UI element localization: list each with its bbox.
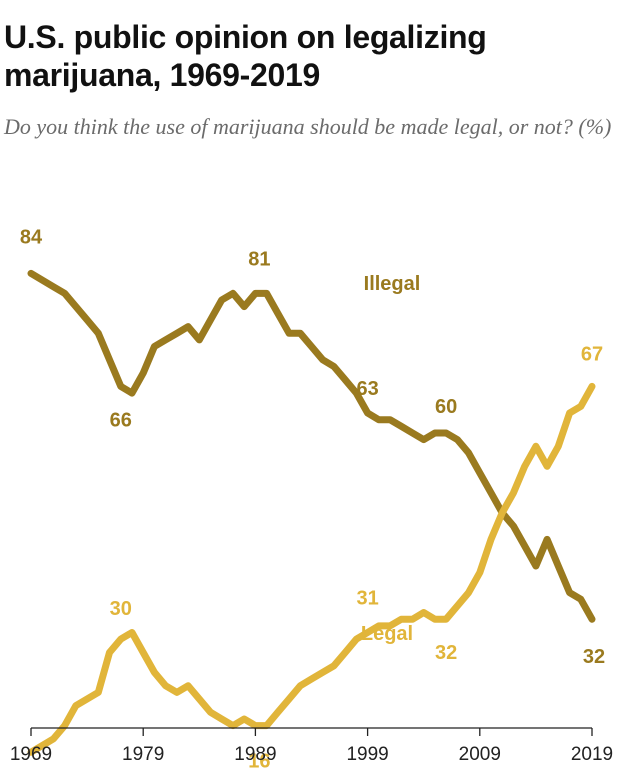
data-label-illegal-2006: 60 xyxy=(435,396,457,418)
data-label-illegal-2019: 32 xyxy=(583,646,605,668)
series-layer xyxy=(27,269,596,756)
x-tick-label-2009: 2009 xyxy=(459,744,501,765)
data-label-legal-2019: 67 xyxy=(581,343,603,365)
series-line-illegal xyxy=(27,269,596,623)
x-tick-label-2019: 2019 xyxy=(571,744,613,765)
data-label-layer: 846681636032123016313267 xyxy=(20,226,605,773)
series-label-illegal: Illegal xyxy=(364,273,421,295)
x-axis: 1969 1979 1989 1999 2009 2019 xyxy=(10,727,613,765)
data-label-illegal-1977: 66 xyxy=(110,409,132,431)
data-label-legal-1989: 16 xyxy=(248,751,270,773)
x-tick-label-1969: 1969 xyxy=(10,744,52,765)
x-tick-label-1999: 1999 xyxy=(346,744,388,765)
data-label-illegal-1999: 63 xyxy=(356,378,378,400)
series-line-legal xyxy=(27,382,596,756)
x-tick-label-1979: 1979 xyxy=(122,744,164,765)
series-label-legal: Legal xyxy=(361,623,413,645)
x-tick-label-1989: 1989 xyxy=(234,744,276,765)
data-label-illegal-1969: 84 xyxy=(20,226,43,248)
data-label-legal-1999: 31 xyxy=(356,588,378,610)
chart-subtitle: Do you think the use of marijuana should… xyxy=(4,114,612,139)
data-label-legal-2006: 32 xyxy=(435,642,457,664)
data-label-illegal-1989: 81 xyxy=(248,248,270,270)
chart-title: U.S. public opinion on legalizing mariju… xyxy=(4,19,487,93)
data-label-legal-1977: 30 xyxy=(110,598,132,620)
